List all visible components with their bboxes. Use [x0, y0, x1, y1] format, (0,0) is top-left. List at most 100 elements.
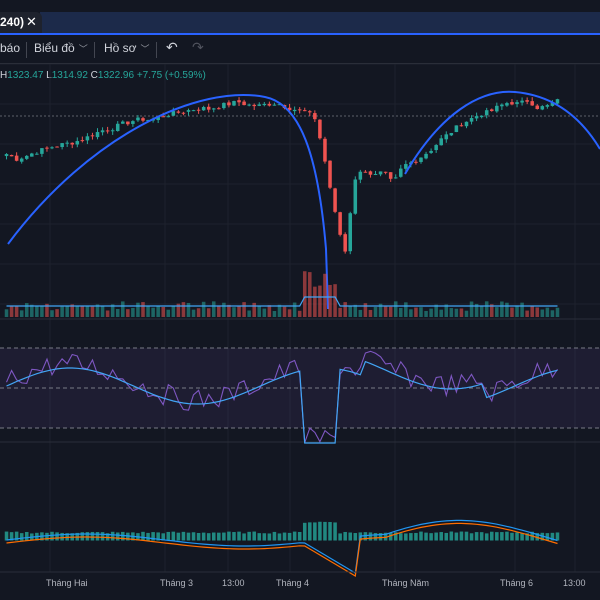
volume-bar: [328, 284, 332, 317]
volume-bar: [358, 309, 363, 317]
candle-body: [520, 100, 524, 103]
macd-histogram-bar: [206, 533, 211, 541]
candle-body: [4, 154, 9, 157]
candle-body: [434, 145, 438, 151]
chart-area[interactable]: [0, 64, 600, 578]
candle-body: [495, 105, 499, 112]
volume-bar: [90, 306, 95, 317]
macd-histogram-bar: [484, 533, 489, 541]
chart-tab[interactable]: [0, 12, 42, 34]
volume-bar: [252, 302, 256, 317]
volume-bar: [146, 306, 150, 317]
rsi-line: [5, 350, 558, 443]
drawing-curve-right[interactable]: [404, 90, 600, 175]
volume-ma-line: [6, 296, 558, 307]
candle-body: [60, 143, 64, 148]
profile-menu-button[interactable]: Hồ sơ ﹀: [104, 41, 150, 55]
candle-body: [399, 168, 403, 177]
candle-body: [247, 104, 251, 106]
macd-histogram-bar: [237, 531, 241, 541]
chevron-down-icon: ﹀: [78, 44, 88, 54]
toolbar-divider: [94, 42, 95, 58]
volume-bar: [50, 310, 54, 317]
volume-bar: [181, 302, 186, 317]
volume-bar: [40, 306, 44, 317]
tab-label[interactable]: 240): [0, 15, 25, 29]
macd-histogram-bar: [550, 532, 555, 541]
legend-close-key: C: [90, 70, 98, 81]
macd-histogram-bar: [313, 522, 317, 541]
candle-body: [292, 109, 297, 112]
macd-histogram-bar: [121, 531, 125, 541]
candle-body: [156, 116, 160, 121]
alert-button[interactable]: báo: [0, 41, 21, 55]
macd-histogram-bar: [414, 532, 418, 541]
candle-body: [196, 109, 201, 111]
macd-histogram-bar: [378, 533, 383, 541]
volume-bar: [368, 309, 373, 317]
macd-histogram-bar: [505, 531, 509, 541]
candle-body: [424, 153, 428, 159]
volume-bar: [454, 308, 459, 317]
volume-bar: [464, 310, 469, 317]
volume-bar: [429, 308, 433, 317]
macd-histogram-bar: [318, 521, 322, 541]
macd-histogram-bar: [464, 531, 469, 541]
volume-bar: [510, 307, 514, 317]
macd-histogram-bar: [80, 532, 85, 541]
candle-body: [525, 100, 529, 102]
volume-bar: [100, 305, 105, 317]
volume-bar: [318, 285, 322, 317]
volume-bar: [206, 308, 211, 317]
drawing-curve-left[interactable]: [7, 93, 329, 310]
candle-body: [333, 188, 337, 212]
candle-body: [166, 116, 171, 118]
volume-bar: [4, 309, 9, 317]
candle-body: [131, 121, 135, 124]
volume-bar: [201, 301, 206, 317]
volume-bar: [277, 304, 282, 317]
candle-body: [328, 160, 332, 188]
volume-bar: [469, 301, 474, 317]
volume-bar: [393, 301, 398, 317]
macd-histogram-bar: [429, 533, 433, 541]
candle-body: [85, 136, 90, 141]
macd-histogram-bar: [85, 532, 90, 541]
candle-body: [429, 150, 433, 153]
volume-bar: [399, 307, 403, 317]
chart-menu-button[interactable]: Biểu đồ ﹀: [34, 41, 88, 55]
close-icon[interactable]: ✕: [26, 14, 37, 29]
undo-icon[interactable]: ↶: [166, 39, 178, 55]
volume-bar: [151, 307, 155, 317]
candle-body: [469, 118, 474, 122]
redo-icon[interactable]: ↷: [192, 39, 204, 55]
macd-histogram-bar: [252, 531, 256, 541]
candle-body: [297, 109, 302, 111]
macd-histogram-bar: [535, 533, 540, 541]
macd-histogram-bar: [404, 533, 408, 541]
candle-body: [252, 104, 256, 107]
volume-bar: [474, 303, 479, 317]
tab-bar: 240) ✕: [0, 0, 600, 35]
candle-body: [186, 110, 191, 112]
macd-histogram-bar: [9, 532, 14, 541]
volume-bar: [505, 302, 509, 317]
volume-bar: [479, 305, 484, 317]
volume-bar: [217, 305, 221, 317]
volume-bar: [80, 306, 85, 317]
candle-body: [459, 125, 464, 127]
macd-histogram-bar: [540, 532, 545, 541]
macd-histogram-bar: [555, 532, 560, 541]
candle-body: [348, 213, 353, 252]
candle-body: [237, 100, 241, 103]
volume-bar: [292, 302, 297, 317]
macd-histogram-bar: [50, 531, 54, 541]
volume-bar: [136, 302, 140, 317]
macd-histogram-bar: [343, 531, 347, 541]
signal-line: [6, 522, 558, 577]
macd-histogram-bar: [196, 532, 201, 541]
volume-bar: [156, 306, 160, 317]
volume-bar: [404, 302, 408, 317]
volume-bar: [373, 307, 378, 317]
chart-menu-label: Biểu đồ: [34, 41, 75, 55]
